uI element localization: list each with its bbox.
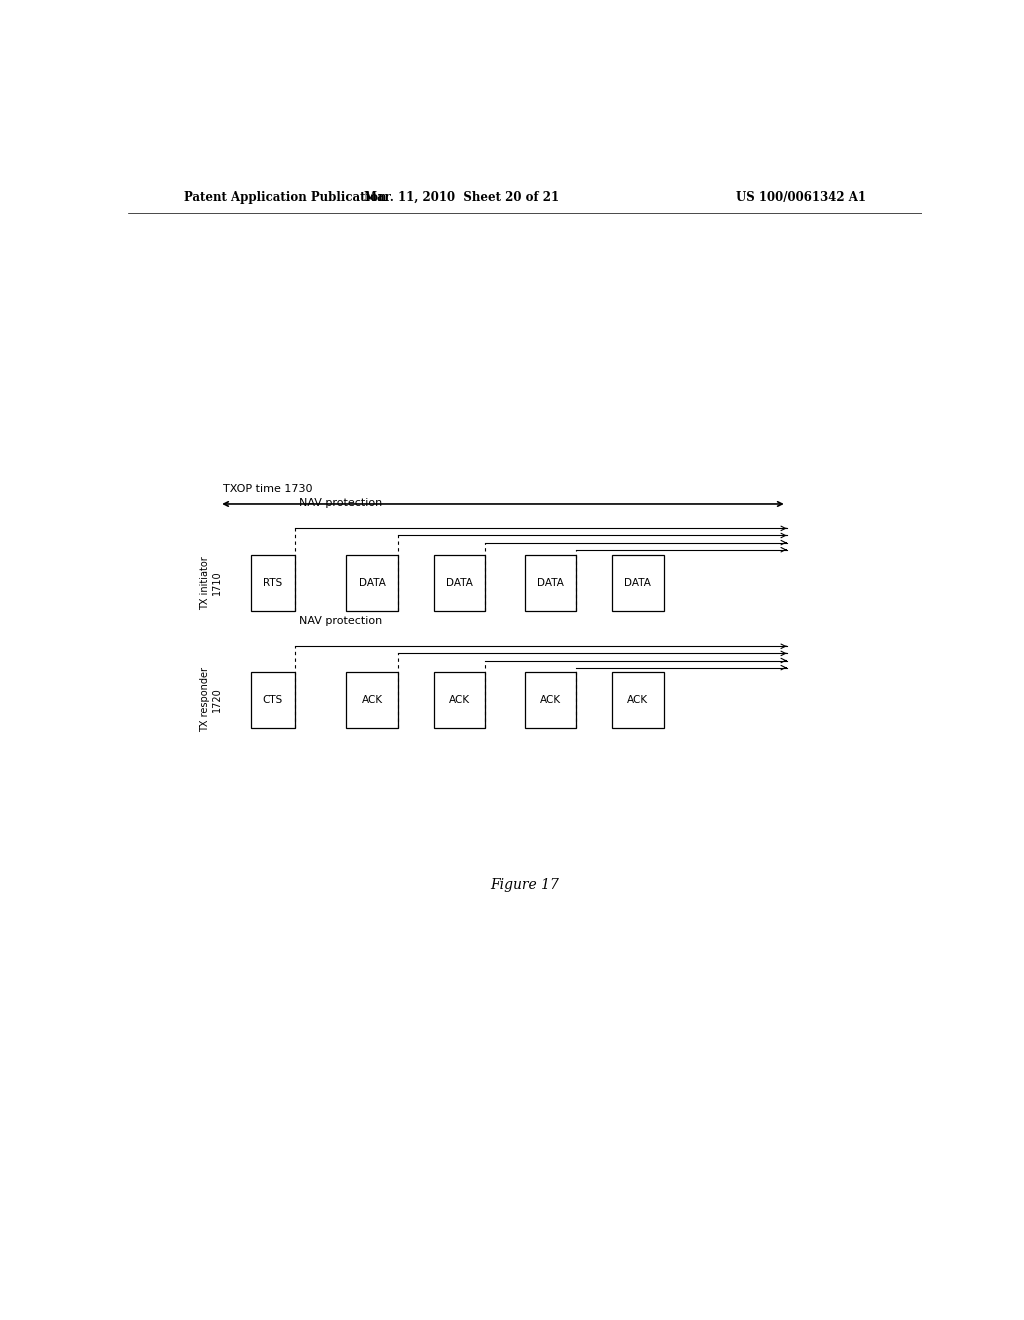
- Text: DATA: DATA: [538, 578, 564, 587]
- Bar: [346, 554, 397, 611]
- Bar: [524, 672, 577, 727]
- Text: ACK: ACK: [449, 694, 470, 705]
- Text: NAV protection: NAV protection: [299, 616, 382, 626]
- Text: DATA: DATA: [358, 578, 385, 587]
- Text: US 100/0061342 A1: US 100/0061342 A1: [736, 190, 866, 203]
- Text: RTS: RTS: [263, 578, 283, 587]
- Bar: [433, 554, 485, 611]
- Bar: [251, 554, 295, 611]
- Text: ACK: ACK: [540, 694, 561, 705]
- Bar: [612, 554, 664, 611]
- Text: ACK: ACK: [628, 694, 648, 705]
- Text: TX initiator
1710: TX initiator 1710: [201, 556, 222, 610]
- Text: DATA: DATA: [445, 578, 473, 587]
- Text: TXOP time 1730: TXOP time 1730: [223, 484, 312, 494]
- Bar: [251, 672, 295, 727]
- Text: Figure 17: Figure 17: [490, 878, 559, 892]
- Text: NAV protection: NAV protection: [299, 498, 382, 508]
- Text: CTS: CTS: [263, 694, 283, 705]
- Text: Patent Application Publication: Patent Application Publication: [183, 190, 386, 203]
- Bar: [612, 672, 664, 727]
- Bar: [433, 672, 485, 727]
- Text: DATA: DATA: [625, 578, 651, 587]
- Text: TX responder
1720: TX responder 1720: [201, 667, 222, 733]
- Bar: [346, 672, 397, 727]
- Text: ACK: ACK: [361, 694, 383, 705]
- Bar: [524, 554, 577, 611]
- Text: Mar. 11, 2010  Sheet 20 of 21: Mar. 11, 2010 Sheet 20 of 21: [364, 190, 559, 203]
